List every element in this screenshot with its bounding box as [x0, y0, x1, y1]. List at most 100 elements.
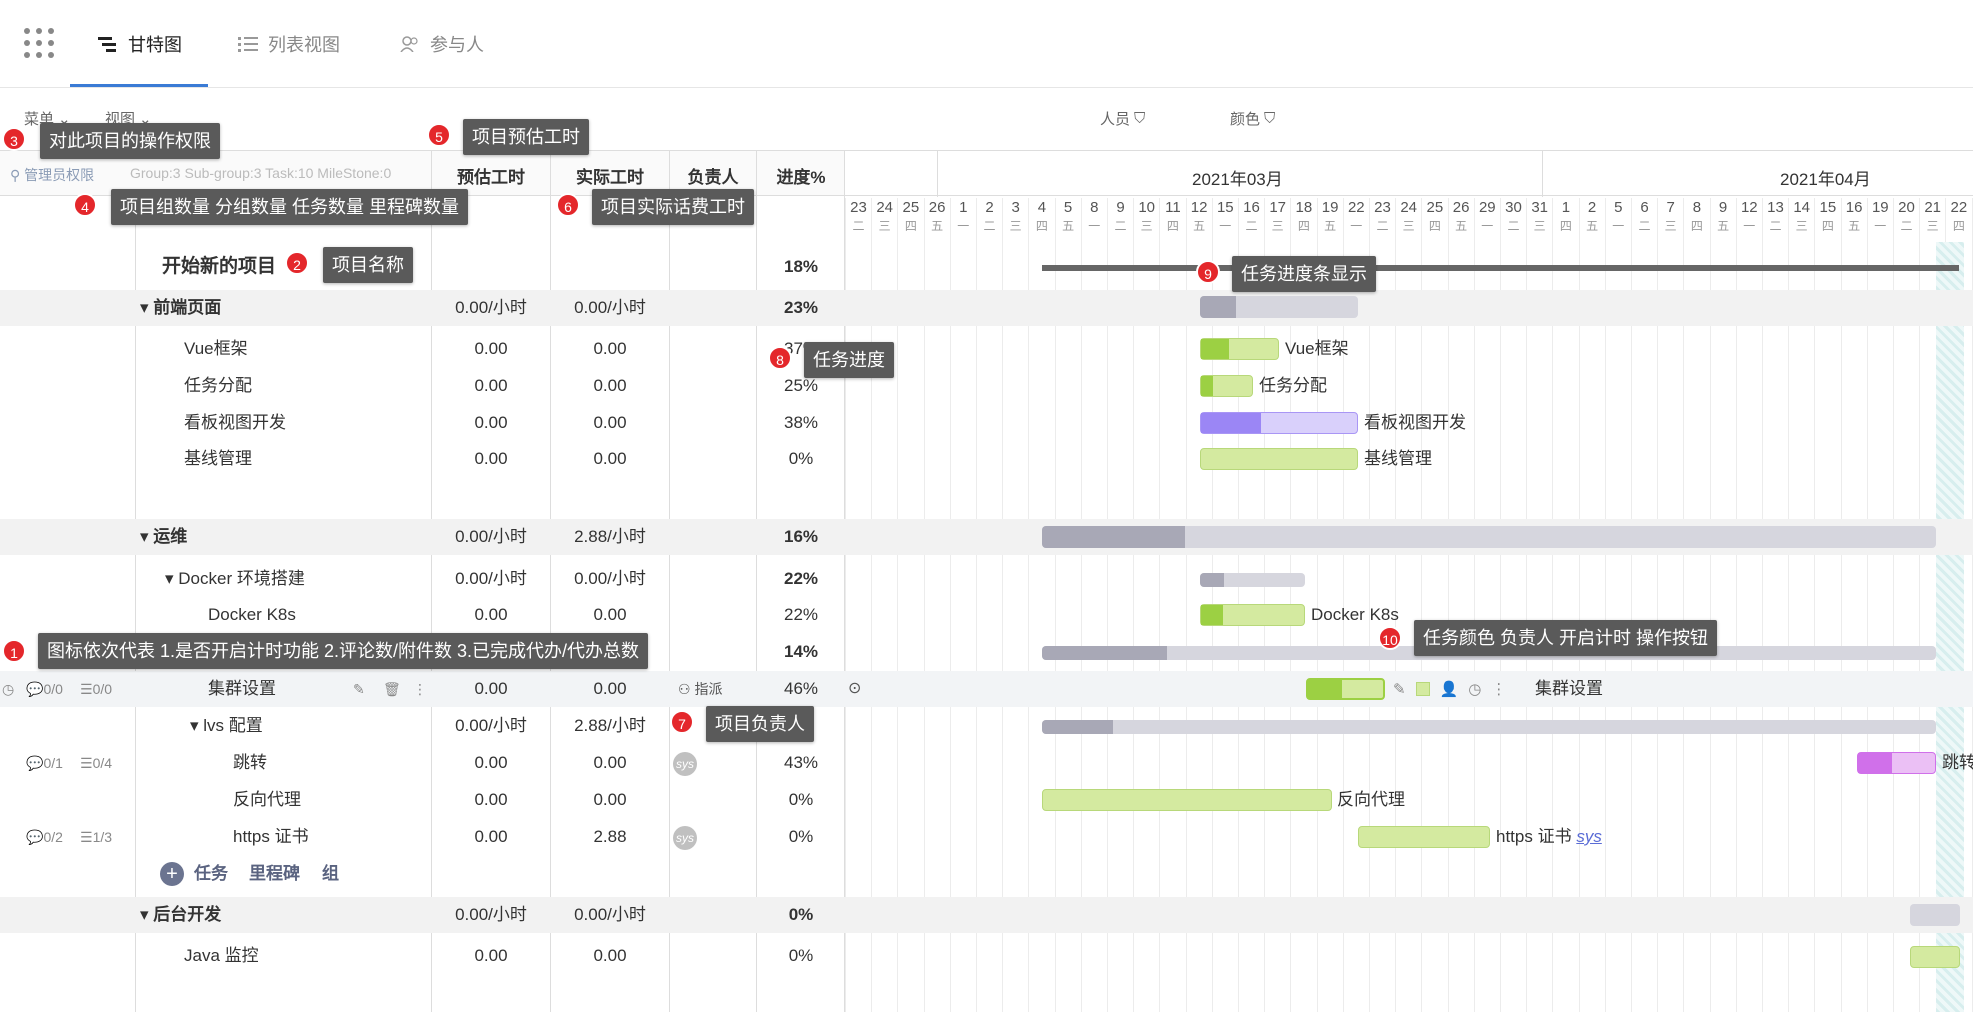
task-bar[interactable]: [1306, 678, 1385, 700]
callout-estimated: 项目预估工时: [463, 119, 589, 155]
comments-count: 💬0/2: [26, 819, 63, 855]
task-bar[interactable]: [1200, 338, 1279, 360]
subgroup-bar[interactable]: [1042, 720, 1936, 734]
caret-down-icon[interactable]: ▾: [165, 569, 179, 588]
day-number: 15: [1819, 199, 1837, 216]
people-filter[interactable]: 人员 ⛉: [1100, 108, 1145, 129]
weekday: 一: [957, 219, 970, 233]
comment-icon: 💬: [26, 755, 44, 771]
callout-owner: 项目负责人: [706, 706, 814, 742]
task-bar[interactable]: [1200, 448, 1358, 470]
task-row[interactable]: Vue框架 0.00 0.00 37%: [0, 331, 1973, 367]
group-bar[interactable]: [1042, 526, 1936, 548]
estimated-hours: 0.00: [474, 339, 508, 358]
task-row[interactable]: 反向代理 0.00 0.00 0%: [0, 782, 1973, 818]
task-row[interactable]: 💬0/1 ☰0/4 跳转 0.00 0.00 sys 43%: [0, 745, 1973, 781]
weekday: 二: [1638, 219, 1651, 233]
day-cell: 30 二: [1500, 198, 1526, 242]
task-bar[interactable]: [1042, 789, 1332, 811]
task-row[interactable]: 任务分配 0.00 0.00 25%: [0, 368, 1973, 404]
timer-icon[interactable]: ◷: [1468, 681, 1482, 698]
owner-avatar[interactable]: sys: [673, 751, 697, 787]
add-task-button[interactable]: 任务: [194, 864, 228, 883]
task-bar[interactable]: [1857, 752, 1936, 774]
day-gridline: [1316, 198, 1318, 1012]
task-bar[interactable]: [1200, 412, 1358, 434]
group-bar[interactable]: [1200, 296, 1358, 318]
admin-permission[interactable]: ⚲ 管理员权限: [10, 165, 94, 185]
task-bar-label: Docker K8s: [1311, 605, 1399, 624]
progress-value: 0%: [788, 946, 814, 965]
subgroup-row[interactable]: ▾ lvs 配置 0.00/小时 2.88/小时: [0, 708, 1973, 744]
day-number: 19: [1871, 199, 1889, 216]
locate-icon[interactable]: ⊙: [848, 680, 862, 697]
day-gridline: [1159, 198, 1161, 1012]
project-row[interactable]: 开始新的项目 18%: [0, 249, 1973, 285]
caret-down-icon[interactable]: ▾: [140, 905, 154, 924]
day-cell: 10 三: [1133, 198, 1159, 242]
task-bar[interactable]: [1358, 826, 1490, 848]
task-row[interactable]: 基线管理 0.00 0.00 0%: [0, 441, 1973, 477]
day-cell: 24 三: [1395, 198, 1421, 242]
actual-hours: 0.00/小时: [574, 905, 646, 924]
subgroup-row[interactable]: 14%: [0, 634, 1973, 670]
caret-down-icon[interactable]: ▾: [140, 527, 154, 546]
weekday: 五: [1193, 219, 1206, 233]
owner-avatar[interactable]: sys: [673, 825, 697, 861]
color-swatch[interactable]: [1415, 682, 1430, 696]
task-bar-label: 反向代理: [1337, 790, 1405, 809]
more-icon[interactable]: ⋮: [413, 681, 427, 697]
people-filter-label: 人员: [1100, 111, 1131, 128]
day-number: 22: [1950, 199, 1968, 216]
subgroup-row[interactable]: ▾ Docker 环境搭建 0.00/小时 0.00/小时 22%: [0, 561, 1973, 597]
task-bar[interactable]: [1200, 604, 1305, 626]
bar-owner[interactable]: sys: [1576, 827, 1602, 846]
assign-label: 指派: [694, 681, 723, 697]
apps-grid-icon[interactable]: [24, 28, 54, 58]
subgroup-bar[interactable]: [1200, 573, 1305, 587]
weekday: 五: [1717, 219, 1730, 233]
day-number: 20: [1898, 199, 1915, 216]
day-gridline: [1107, 198, 1108, 1012]
assign-owner[interactable]: ⚇ 指派: [678, 671, 722, 707]
day-gridline: [1054, 198, 1056, 1012]
day-gridline: [1735, 198, 1737, 1012]
comments-count: 💬0/0: [26, 671, 63, 707]
task-row[interactable]: Java 监控 0.00 0.00 0%: [0, 938, 1973, 974]
group-row[interactable]: ▾ 前端页面 0.00/小时 0.00/小时 23%: [0, 290, 1973, 326]
delete-icon[interactable]: 🗑: [383, 681, 401, 697]
avatar: sys: [673, 826, 697, 850]
edit-icon[interactable]: ✎: [1393, 681, 1406, 698]
filter-icon: ⛉: [1134, 110, 1146, 127]
callout-badge: 5: [427, 123, 451, 147]
estimated-hours: 0.00: [474, 413, 508, 432]
task-row[interactable]: Docker K8s 0.00 0.00 22%: [0, 597, 1973, 633]
task-row[interactable]: 看板视图开发 0.00 0.00 38%: [0, 405, 1973, 441]
caret-down-icon[interactable]: ▾: [140, 298, 154, 317]
task-bar[interactable]: [1200, 375, 1253, 397]
color-filter[interactable]: 颜色 ⛉: [1230, 108, 1275, 129]
project-stats: Group:3 Sub-group:3 Task:10 MileStone:0: [130, 165, 392, 181]
group-row[interactable]: ▾ 后台开发 0.00/小时 0.00/小时 0%: [0, 897, 1973, 933]
day-cell: 19 一: [1866, 198, 1893, 242]
actual-hours: 0.00: [593, 605, 627, 624]
day-number: 1: [1561, 199, 1571, 216]
task-row[interactable]: 💬0/2 ☰1/3 https 证书 0.00 2.88 sys 0%: [0, 819, 1973, 855]
add-milestone-button[interactable]: 里程碑: [249, 864, 300, 883]
add-icon[interactable]: +: [160, 862, 184, 886]
more-icon[interactable]: ⋮: [1491, 681, 1507, 698]
add-group-button[interactable]: 组: [322, 864, 339, 883]
task-row-selected[interactable]: ◷ 💬0/0 ☰0/0 集群设置 ✎ 🗑 ⋮ 0.00 0.00 ⚇ 指派 46…: [0, 671, 1973, 707]
tab-list-view[interactable]: 列表视图: [238, 30, 340, 58]
user-icon[interactable]: 👤: [1439, 681, 1459, 698]
timer-icon[interactable]: ◷: [2, 681, 15, 697]
group-bar[interactable]: [1910, 904, 1960, 926]
edit-icon[interactable]: ✎: [353, 681, 365, 697]
weekday: 三: [1795, 219, 1808, 233]
task-bar[interactable]: [1910, 946, 1960, 968]
caret-down-icon[interactable]: ▾: [190, 716, 204, 735]
tab-gantt[interactable]: 甘特图: [98, 30, 182, 58]
tab-participants[interactable]: 参与人: [400, 30, 484, 58]
weekday: 一: [1874, 219, 1887, 233]
